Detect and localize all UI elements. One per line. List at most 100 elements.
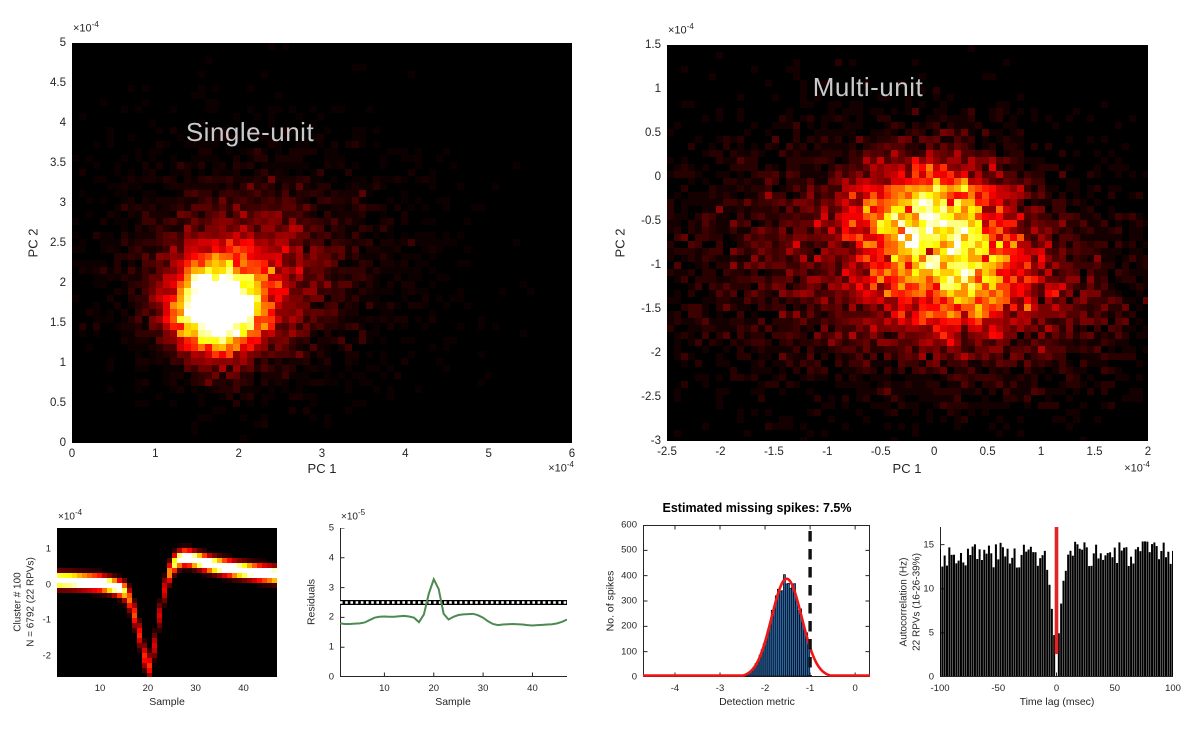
x-tick-label: 40 [527, 683, 538, 694]
histogram-x-axis-label: Detection metric [719, 696, 795, 708]
multi-unit-density-canvas [667, 45, 1148, 441]
multi-unit-y-exponent: ×10-4 [668, 22, 694, 37]
residuals-y-axis-label: Residuals [305, 578, 318, 626]
y-tick-label: 2.5 [50, 237, 66, 249]
x-tick-label: -1.5 [763, 446, 784, 458]
x-tick-label: -1 [822, 446, 833, 458]
x-tick-label: 5 [485, 448, 492, 460]
multi-unit-x-axis-label: PC 1 [892, 461, 922, 476]
y-tick-label: 1 [59, 357, 66, 369]
y-tick-label: -1.5 [641, 303, 661, 315]
multi-unit-title: Multi-unit [812, 72, 924, 102]
y-tick-label: 5 [328, 522, 334, 534]
y-tick-label: 3.5 [50, 157, 66, 169]
y-tick-label: 100 [621, 646, 637, 658]
y-tick-label: 0 [631, 671, 637, 683]
residuals-y-exponent: ×10-5 [341, 508, 366, 523]
y-tick-label: -1 [650, 259, 661, 271]
x-tick-label: 1.5 [1086, 446, 1103, 458]
x-tick-label: 0 [68, 448, 76, 460]
y-tick-label: -2 [42, 650, 51, 662]
y-tick-label: 4 [328, 552, 334, 564]
x-tick-label: 50 [1109, 683, 1121, 694]
y-tick-label: -0.5 [641, 215, 661, 227]
y-tick-label: 3 [328, 582, 334, 594]
multi-unit-y-axis-label: PC 2 [612, 228, 628, 258]
x-tick-label: 30 [190, 683, 201, 694]
y-tick-label: 4 [59, 117, 66, 129]
y-tick-label: 400 [621, 570, 637, 582]
waveform-x-axis-label: Sample [149, 696, 185, 708]
y-tick-label: 5 [928, 627, 934, 639]
single-unit-x-exponent: ×10-4 [548, 460, 574, 475]
y-tick-label: 2 [59, 277, 66, 289]
x-tick-label: -2 [715, 446, 726, 458]
x-tick-label: 2 [235, 448, 242, 460]
y-tick-label: 300 [621, 595, 637, 607]
x-tick-label: 0 [1053, 683, 1060, 694]
y-tick-label: 0.5 [645, 127, 661, 139]
x-tick-label: 10 [94, 683, 106, 694]
y-tick-label: 5 [59, 37, 66, 49]
y-tick-label: 0 [59, 437, 66, 449]
autocorrelation-label: Autocorrelation (Hz) [898, 557, 910, 647]
y-tick-label: 3 [59, 197, 66, 209]
histogram-title: Estimated missing spikes: 7.5% [662, 501, 852, 515]
single-unit-density-canvas [72, 43, 572, 443]
x-tick-label: 30 [477, 683, 489, 694]
multi-unit-x-exponent: ×10-4 [1124, 460, 1150, 475]
x-tick-label: -4 [670, 683, 680, 694]
x-tick-label: -2.5 [657, 446, 677, 458]
single-unit-x-axis-label: PC 1 [307, 461, 337, 476]
y-tick-label: 15 [923, 539, 934, 551]
waveform-y-exponent: ×10-4 [58, 508, 83, 523]
autocorrelation-y-axis-label: Autocorrelation (Hz) 22 RPVs (16-26-39%) [899, 553, 924, 651]
x-tick-label: 100 [1165, 683, 1181, 694]
y-tick-label: 10 [923, 583, 934, 595]
y-tick-label: 200 [621, 620, 637, 632]
single-unit-title: Single-unit [185, 117, 315, 147]
y-tick-label: 0.5 [50, 397, 66, 409]
y-tick-label: -2 [650, 347, 661, 359]
y-tick-label: 1.5 [645, 39, 661, 51]
x-tick-label: 10 [379, 683, 390, 694]
x-tick-label: 0 [852, 683, 858, 694]
histogram-canvas [643, 525, 870, 677]
autocorrelation-x-axis-label: Time lag (msec) [1019, 696, 1095, 708]
x-tick-label: 20 [428, 683, 440, 694]
x-tick-label: -3 [715, 683, 725, 694]
waveform-density-canvas [57, 528, 277, 677]
y-tick-label: -1 [42, 614, 51, 626]
x-tick-label: -100 [930, 683, 950, 694]
y-tick-label: 0 [928, 671, 934, 683]
x-tick-label: 0 [931, 446, 938, 458]
x-tick-label: 4 [402, 448, 409, 460]
y-tick-label: 1 [45, 543, 51, 555]
x-tick-label: 1 [152, 448, 159, 460]
single-unit-y-exponent: ×10-4 [73, 20, 99, 35]
x-tick-label: 40 [238, 683, 249, 694]
x-tick-label: -50 [991, 683, 1006, 694]
y-tick-label: -3 [650, 435, 661, 447]
y-tick-label: 600 [621, 519, 637, 531]
residuals-line-canvas [340, 528, 567, 677]
y-tick-label: 1.5 [50, 317, 66, 329]
x-tick-label: -2 [760, 683, 770, 694]
x-tick-label: -0.5 [870, 446, 891, 458]
y-tick-label: 0 [654, 171, 661, 183]
y-tick-label: 1 [654, 83, 661, 95]
x-tick-label: 0.5 [979, 446, 996, 458]
x-tick-label: 3 [318, 448, 326, 460]
waveform-cluster-label: Cluster # 100 [12, 572, 24, 632]
x-tick-label: 20 [142, 683, 154, 694]
histogram-y-axis-label: No. of spikes [604, 570, 617, 632]
y-tick-label: 4.5 [50, 77, 66, 89]
y-tick-label: 0 [45, 579, 51, 591]
y-tick-label: 1 [328, 641, 334, 653]
y-tick-label: 2 [328, 611, 334, 623]
x-tick-label: 6 [568, 448, 576, 460]
y-tick-label: -2.5 [641, 391, 661, 403]
y-tick-label: 500 [621, 544, 637, 556]
y-tick-label: 0 [328, 671, 334, 683]
